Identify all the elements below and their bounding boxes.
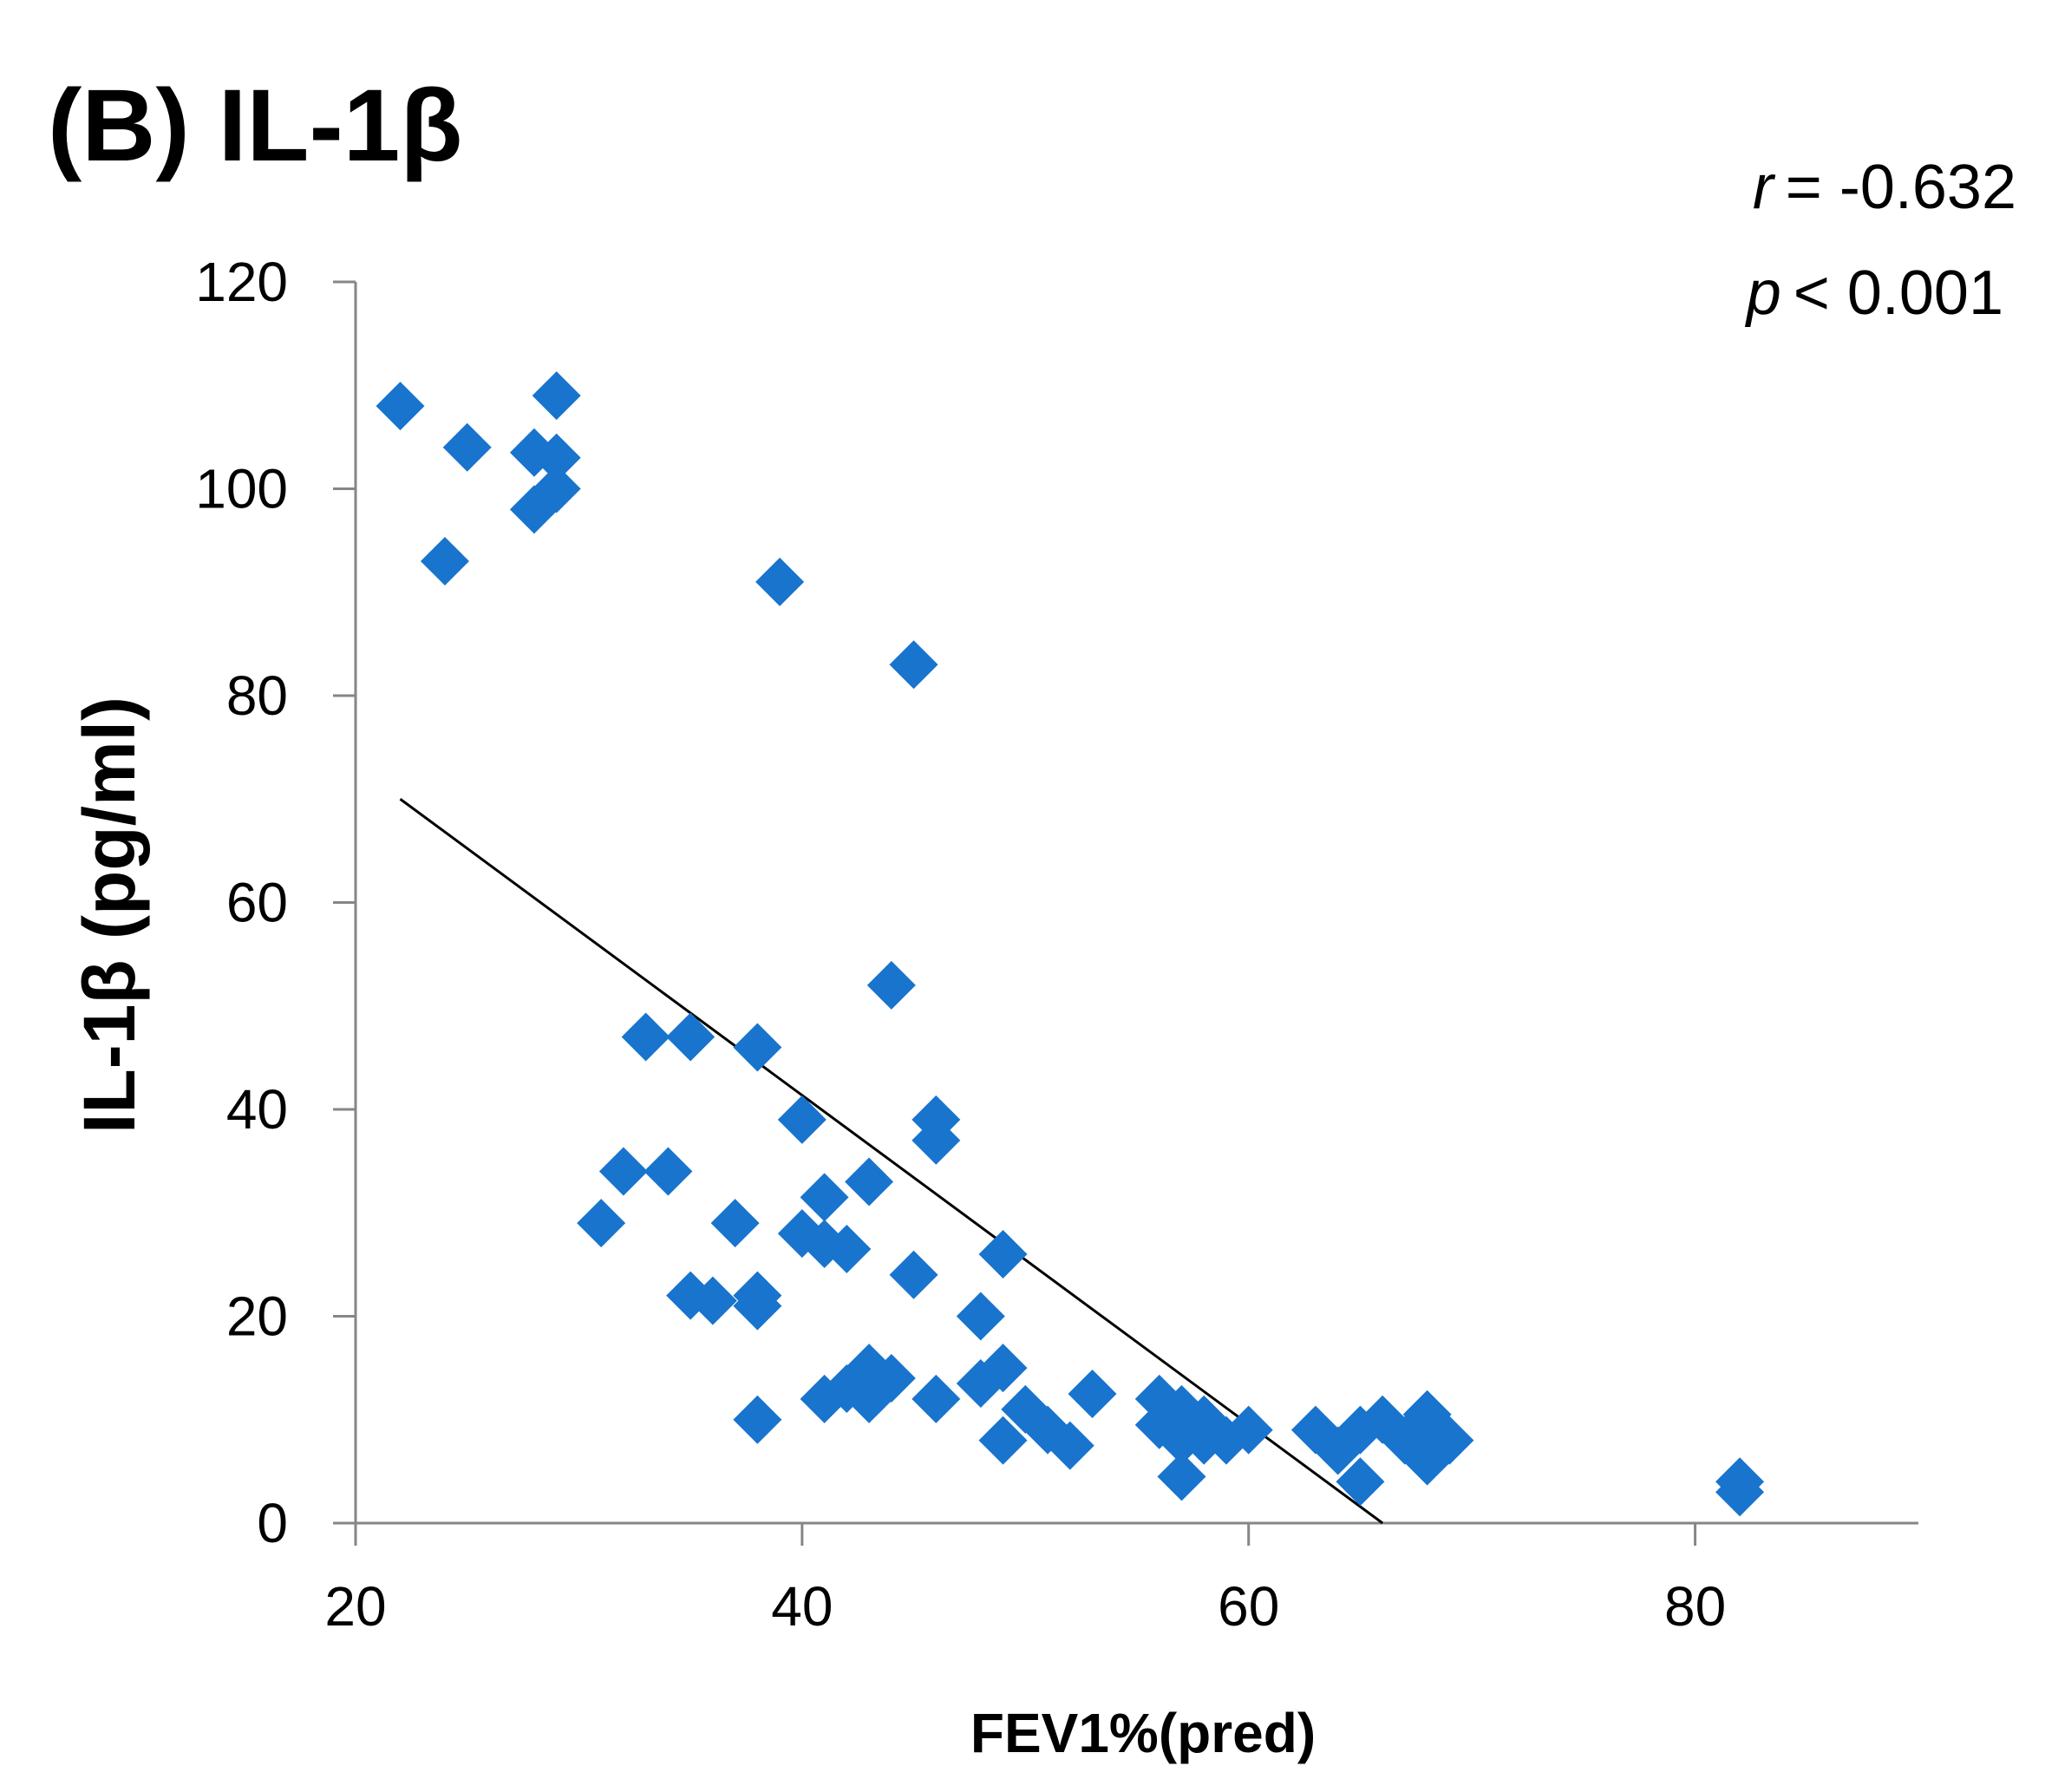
y-tick-label: 100 [195,458,288,520]
y-tick-label: 60 [226,872,288,934]
data-point [710,1199,760,1248]
y-tick-label: 20 [226,1285,288,1348]
data-point [1134,1400,1184,1449]
data-point [800,1220,849,1269]
data-point [866,1354,916,1403]
x-tick-label: 20 [324,1575,386,1638]
r-label: r [1753,153,1776,222]
data-point [956,1292,1005,1341]
data-point [1157,1452,1206,1501]
data-point [1715,1468,1765,1517]
data-point [644,1147,693,1196]
data-point [532,433,581,482]
data-point [1179,1416,1229,1465]
data-point [1336,1457,1385,1507]
data-point [598,1147,648,1196]
data-point [866,960,916,1010]
data-point [376,382,425,431]
data-points [376,371,1765,1517]
data-point [1045,1421,1094,1470]
data-point [733,1395,782,1444]
trendline-group [399,798,1384,1525]
data-point [621,1012,670,1062]
y-tick-label: 0 [257,1492,288,1554]
data-point [1425,1416,1474,1465]
data-point [1224,1405,1273,1455]
data-point [733,1023,782,1072]
y-tick-label: 80 [226,664,288,727]
data-point [733,1281,782,1331]
axes: 0 20 40 60 80 100 120 20 40 60 80 [195,251,1918,1638]
data-point [1068,1369,1117,1418]
data-point [532,371,581,421]
data-point [889,640,938,690]
data-point [577,1199,626,1248]
data-point [532,464,581,513]
data-point [420,536,469,585]
data-point [956,1359,1005,1409]
data-point [755,557,805,606]
data-point [978,1229,1028,1279]
p-value-annotation: p < 0.001 [1745,258,2003,328]
data-point [777,1095,826,1144]
correlation-annotation: r = -0.632 [1753,153,2016,222]
p-label: p [1745,258,1781,328]
x-tick-label: 60 [1218,1575,1279,1638]
data-point [800,1374,849,1423]
y-axis-label: IL-1β (pg/ml) [69,697,150,1134]
data-point [442,422,492,472]
x-axis-label: FEV1%(pred) [970,1702,1316,1764]
trendline [399,798,1384,1525]
y-tick-label: 40 [226,1078,288,1141]
data-point [666,1012,715,1062]
data-point [911,1374,961,1423]
p-value: < 0.001 [1793,258,2003,328]
data-point [688,1276,737,1325]
y-tick-label: 120 [195,251,288,313]
data-point [911,1115,961,1165]
data-point [978,1416,1028,1465]
chart-title: (B) IL-1β [48,69,462,183]
data-point [800,1173,849,1222]
x-tick-label: 80 [1664,1575,1726,1638]
data-point [845,1157,894,1207]
data-point [889,1250,938,1299]
x-tick-label: 40 [771,1575,833,1638]
r-value: = -0.632 [1786,153,2016,222]
